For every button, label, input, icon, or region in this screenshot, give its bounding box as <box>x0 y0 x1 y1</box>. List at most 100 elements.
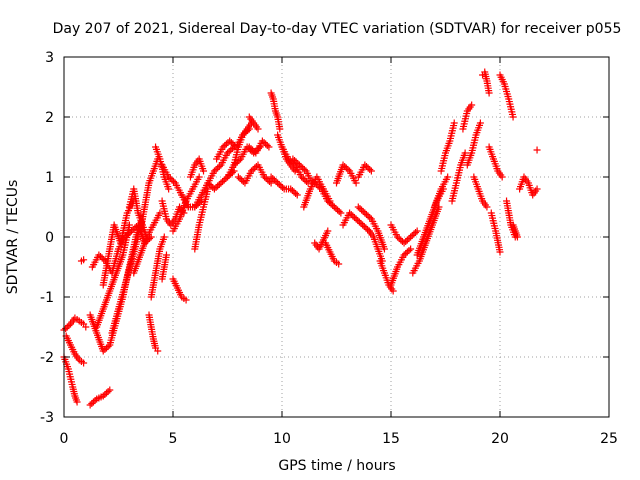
data-point <box>210 185 218 193</box>
data-point <box>272 178 280 185</box>
y-tick-label: 0 <box>45 230 54 246</box>
series-t12 <box>130 209 164 277</box>
data-point <box>295 161 303 169</box>
data-point <box>498 173 506 181</box>
data-point <box>235 157 243 164</box>
data-point <box>299 164 307 172</box>
y-tick-label: 3 <box>45 50 54 66</box>
data-point <box>250 148 258 155</box>
data-point <box>231 142 239 149</box>
series-t49 <box>387 221 421 247</box>
data-point <box>226 137 234 145</box>
data-point <box>210 167 218 175</box>
data-point <box>99 347 107 355</box>
data-point <box>182 296 190 304</box>
data-point <box>461 149 469 157</box>
data-point <box>225 148 233 155</box>
data-point <box>287 185 295 193</box>
data-point <box>261 173 269 181</box>
data-point <box>154 347 162 355</box>
data-point <box>247 145 255 152</box>
series-t52 <box>431 173 452 211</box>
data-point <box>325 199 333 206</box>
data-point <box>362 224 370 232</box>
data-point <box>468 101 476 109</box>
data-point <box>476 119 484 127</box>
data-point <box>400 251 408 259</box>
data-point <box>301 176 309 184</box>
data-point <box>380 245 388 253</box>
data-point <box>103 344 111 352</box>
data-point <box>316 184 324 191</box>
series-t51 <box>413 185 447 259</box>
data-point <box>294 160 302 167</box>
series-t10 <box>108 233 142 337</box>
data-point <box>300 166 308 173</box>
data-point <box>350 214 358 221</box>
x-tick-label: 0 <box>60 431 69 447</box>
data-point <box>352 215 360 223</box>
data-point <box>234 173 242 181</box>
data-point <box>262 175 270 182</box>
series-t30 <box>245 113 262 133</box>
series-t41 <box>311 179 345 217</box>
data-point <box>106 386 114 394</box>
data-point <box>100 256 108 263</box>
data-point <box>98 254 106 262</box>
data-point <box>220 176 228 184</box>
data-point <box>264 176 272 184</box>
data-point <box>270 176 278 184</box>
data-point <box>292 158 300 166</box>
data-point <box>99 392 107 400</box>
data-point <box>254 125 262 133</box>
data-point <box>165 185 173 193</box>
data-point <box>395 235 403 242</box>
data-point <box>362 163 370 170</box>
data-point <box>364 212 372 220</box>
data-point <box>267 173 275 181</box>
data-point <box>361 209 369 217</box>
data-point <box>165 173 173 181</box>
data-point <box>359 221 367 229</box>
data-point <box>303 178 311 185</box>
series-t5 <box>77 256 88 265</box>
data-point <box>450 119 458 127</box>
data-point <box>200 167 208 175</box>
data-point <box>101 391 109 398</box>
data-point <box>312 181 320 188</box>
data-point <box>104 343 112 350</box>
y-tick-label: -1 <box>40 290 54 306</box>
data-point <box>292 190 300 197</box>
data-point <box>407 245 415 253</box>
series-t39 <box>311 227 332 253</box>
data-point <box>168 176 176 184</box>
data-point <box>403 248 411 256</box>
data-point <box>227 139 235 146</box>
series-t40 <box>322 239 343 268</box>
data-point <box>162 251 170 259</box>
data-point <box>222 175 230 182</box>
data-point <box>245 143 253 151</box>
data-point <box>394 233 402 241</box>
data-point <box>82 323 90 331</box>
series-t64 <box>516 173 541 199</box>
data-point <box>297 163 305 170</box>
data-point <box>215 163 223 170</box>
y-tick-label: 1 <box>45 170 54 186</box>
data-point <box>166 175 174 182</box>
data-point <box>260 139 268 146</box>
data-point <box>239 178 247 185</box>
data-point <box>397 236 405 244</box>
data-point <box>291 157 299 164</box>
data-point <box>362 211 370 218</box>
series-t43 <box>339 209 373 235</box>
data-point <box>290 188 298 196</box>
series-t44 <box>354 161 375 181</box>
data-point <box>342 164 350 172</box>
x-axis-label: GPS time / hours <box>278 458 395 474</box>
data-point <box>236 175 244 182</box>
data-point <box>347 211 355 218</box>
data-point <box>389 287 397 295</box>
data-point <box>269 175 277 182</box>
